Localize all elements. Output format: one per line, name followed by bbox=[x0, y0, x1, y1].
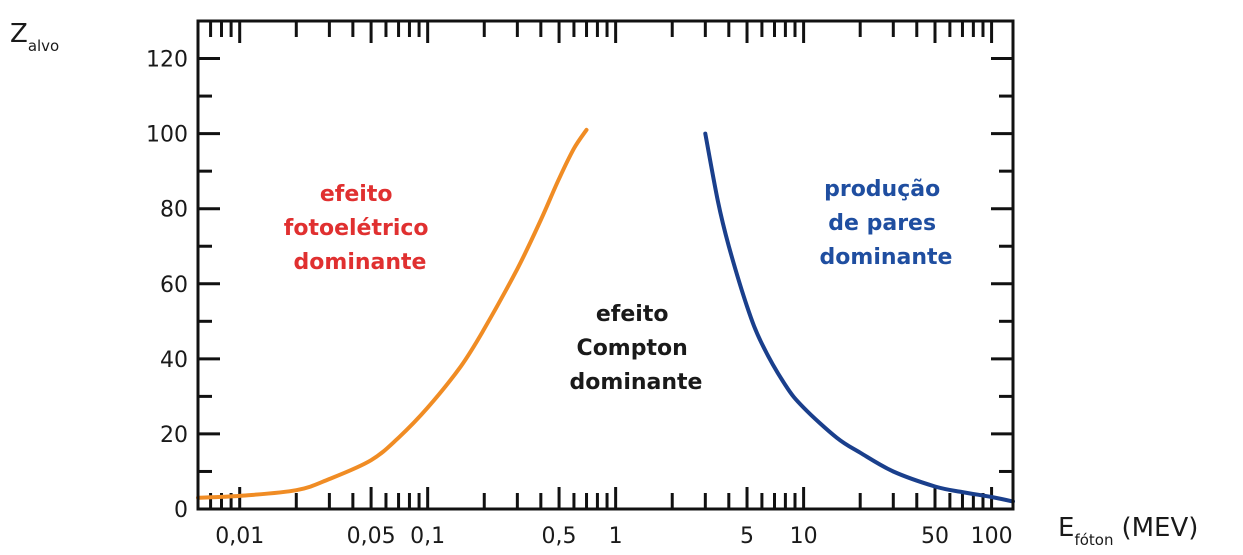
x-tick-label: 100 bbox=[971, 524, 1013, 549]
y-tick-label: 60 bbox=[160, 273, 188, 298]
x-tick-label: 0,1 bbox=[410, 524, 445, 549]
compton-line-3: dominante bbox=[570, 370, 703, 395]
y-tick-label: 20 bbox=[160, 423, 188, 448]
compton-line-2: Compton bbox=[577, 336, 688, 361]
y-tick-label: 0 bbox=[174, 498, 188, 523]
x-axis-unit: (MEV) bbox=[1121, 513, 1198, 543]
photoelectric-region-label: efeito fotoelétrico dominante bbox=[284, 182, 436, 275]
x-axis-title: Efóton (MEV) bbox=[1058, 513, 1198, 549]
y-tick-label: 100 bbox=[146, 123, 188, 148]
tick-labels: 0 20 40 60 80 100 120 0,01 0,05 0,1 0,5 1 5 10 50 100 bbox=[146, 48, 1013, 549]
x-axis-subscript: fóton bbox=[1074, 531, 1113, 549]
photoelectric-line-3: dominante bbox=[294, 250, 427, 275]
x-tick-label: 0,01 bbox=[215, 524, 264, 549]
photoelectric-line-1: efeito bbox=[320, 182, 393, 207]
y-tick-label: 40 bbox=[160, 348, 188, 373]
x-tick-label: 1 bbox=[609, 524, 623, 549]
pair-production-line-3: dominante bbox=[820, 245, 953, 270]
pair-production-region-label: produção de pares dominante bbox=[820, 177, 953, 270]
y-tick-label: 80 bbox=[160, 198, 188, 223]
x-tick-label: 0,5 bbox=[542, 524, 577, 549]
tick-marks bbox=[196, 19, 1013, 509]
pair-production-boundary-curve bbox=[703, 131, 1015, 504]
x-tick-label: 10 bbox=[790, 524, 818, 549]
pair-production-line-1: produção bbox=[824, 177, 940, 202]
curves bbox=[196, 127, 1015, 504]
plot-frame bbox=[196, 19, 1015, 511]
x-tick-label: 0,05 bbox=[347, 524, 396, 549]
y-axis-title: Zalvo bbox=[10, 19, 59, 55]
photoelectric-boundary-curve bbox=[196, 127, 589, 500]
compton-region-label: efeito Compton dominante bbox=[570, 302, 703, 395]
photoelectric-line-2: fotoelétrico bbox=[284, 216, 429, 241]
y-axis-subscript: alvo bbox=[28, 37, 59, 55]
y-tick-label: 120 bbox=[146, 48, 188, 73]
x-tick-label: 5 bbox=[740, 524, 754, 549]
pair-production-line-2: de pares bbox=[828, 211, 936, 236]
compton-line-1: efeito bbox=[596, 302, 669, 327]
x-tick-label: 50 bbox=[921, 524, 949, 549]
